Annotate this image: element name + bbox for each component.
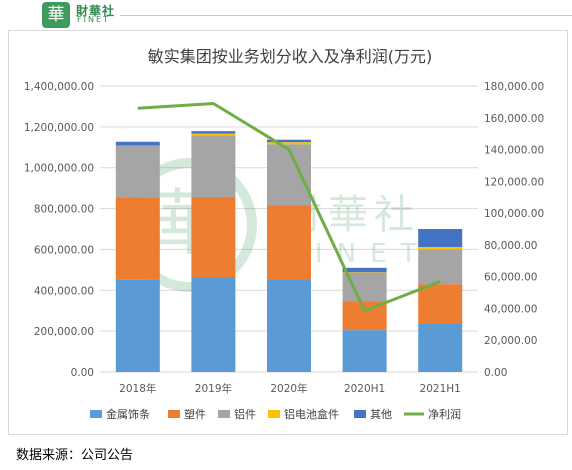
right-tick-label: 140,000.00	[484, 145, 544, 157]
legend-label: 铝电池盒件	[284, 407, 339, 421]
bar-segment	[191, 135, 236, 197]
bar-segment	[342, 272, 387, 273]
chart-title: 敏实集团按业务划分收入及净利润(万元)	[148, 47, 433, 66]
header-divider	[120, 15, 572, 16]
left-tick-label: 800,000.00	[34, 204, 94, 216]
legend-swatch	[354, 410, 366, 418]
right-tick-label: 180,000.00	[484, 81, 544, 93]
legend-swatch	[168, 410, 180, 418]
right-tick-label: 100,000.00	[484, 208, 544, 220]
right-axis: 0.00 20,000.00 40,000.00 60,000.00 80,000.00…	[484, 81, 544, 379]
left-tick-label: 1,200,000.00	[24, 122, 94, 134]
x-tick-label: 2020H1	[344, 383, 385, 395]
x-tick-label: 2018年	[119, 382, 156, 395]
right-tick-label: 60,000.00	[484, 272, 537, 284]
right-tick-label: 20,000.00	[484, 335, 537, 347]
legend-swatch	[90, 410, 102, 418]
bar-segment	[418, 229, 463, 247]
right-tick-label: 80,000.00	[484, 240, 537, 252]
bars	[115, 131, 463, 372]
bar-segment	[115, 279, 160, 372]
right-tick-label: 160,000.00	[484, 113, 544, 125]
bar-segment	[191, 196, 236, 278]
brand-name-cn: 財華社	[76, 4, 116, 18]
bar-segment	[418, 323, 463, 372]
bar-segment	[267, 279, 311, 372]
x-axis: 2018年 2019年 2020年 2020H1 2021H1	[119, 382, 461, 395]
finet-logo-icon: 華	[42, 2, 70, 28]
legend-label: 铝件	[234, 407, 256, 421]
data-source-note: 数据来源：公司公告	[16, 448, 134, 463]
left-tick-label: 1,000,000.00	[24, 163, 94, 175]
legend-swatch	[218, 410, 230, 418]
bar-segment	[115, 197, 160, 280]
legend-label: 金属饰条	[106, 407, 150, 421]
legend-label: 塑件	[184, 407, 206, 421]
bar-segment	[418, 284, 463, 324]
x-tick-label: 2021H1	[420, 383, 461, 395]
left-tick-label: 0.00	[71, 367, 94, 379]
left-axis: 0.00 200,000.00 400,000.00 600,000.00 800,00…	[24, 81, 94, 379]
bar-segment	[191, 277, 236, 372]
legend-swatch	[268, 410, 280, 418]
brand-name-en: FINET	[77, 15, 110, 24]
bar-segment	[115, 141, 160, 146]
bar-segment	[267, 142, 311, 145]
legend-label: 净利润	[428, 407, 461, 421]
bar-segment	[267, 205, 311, 280]
left-tick-label: 600,000.00	[34, 244, 94, 256]
header: 華 財華社 FINET	[0, 0, 572, 28]
bar-segment	[191, 133, 236, 136]
bar-segment	[267, 139, 311, 143]
bar-segment	[342, 267, 387, 273]
net-profit-line	[137, 101, 441, 313]
right-tick-label: 40,000.00	[484, 303, 537, 315]
left-tick-label: 1,400,000.00	[24, 81, 94, 93]
bar-segment	[342, 330, 387, 372]
right-tick-label: 0.00	[484, 367, 507, 379]
legend: 金属饰条 塑件 铝件 铝电池盒件 其他 净利润	[90, 407, 461, 421]
x-tick-label: 2020年	[270, 382, 307, 395]
bar-segment	[267, 144, 311, 206]
bar-segment	[418, 246, 463, 250]
bar-segment	[191, 131, 236, 134]
line-layer	[137, 101, 441, 313]
x-tick-label: 2019年	[195, 382, 232, 395]
bar-segment	[418, 249, 463, 285]
chart-frame	[8, 30, 568, 435]
legend-label: 其他	[370, 408, 392, 421]
left-tick-label: 200,000.00	[34, 326, 94, 338]
right-tick-label: 120,000.00	[484, 176, 544, 188]
bar-segment	[115, 145, 160, 198]
left-tick-label: 400,000.00	[34, 285, 94, 297]
